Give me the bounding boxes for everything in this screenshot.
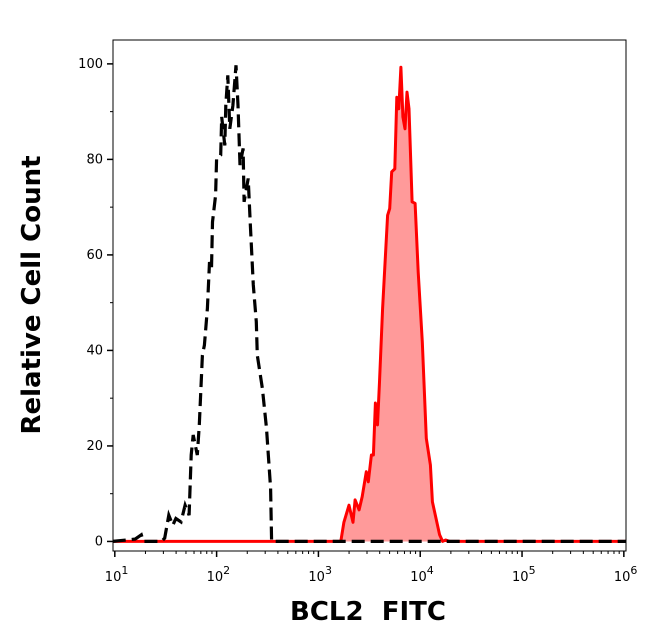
x-tick-label: 105	[512, 564, 536, 585]
y-axis-title: Relative Cell Count	[17, 155, 47, 434]
plot-frame	[112, 39, 627, 552]
tick-exponent: 5	[529, 564, 536, 577]
tick-exponent: 4	[427, 564, 434, 577]
x-axis-title: BCL2 FITC	[290, 597, 446, 627]
y-tick-label: 20	[86, 439, 103, 454]
tick-base: 10	[512, 570, 529, 585]
tick-exponent: 2	[223, 564, 230, 577]
y-tick-label: 80	[86, 152, 103, 167]
series-layer	[112, 65, 626, 543]
x-tick-label: 101	[105, 564, 129, 585]
tick-base: 10	[410, 570, 427, 585]
tick-base: 10	[614, 570, 631, 585]
series-line-red	[112, 65, 626, 543]
tick-base: 10	[105, 570, 122, 585]
y-tick-label: 0	[95, 534, 103, 549]
tick-exponent: 3	[325, 564, 332, 577]
series-line-dashed-black	[112, 65, 626, 543]
y-tick-label: 60	[86, 248, 103, 263]
tick-exponent: 1	[121, 564, 128, 577]
tick-base: 10	[207, 570, 224, 585]
y-tick-label: 100	[78, 57, 103, 72]
x-tick-label: 103	[308, 564, 332, 585]
tick-base: 10	[308, 570, 325, 585]
y-tick-label: 40	[86, 343, 103, 358]
x-tick-label: 102	[207, 564, 231, 585]
x-tick-label: 104	[410, 564, 434, 585]
x-tick-label: 106	[614, 564, 638, 585]
tick-exponent: 6	[630, 564, 637, 577]
